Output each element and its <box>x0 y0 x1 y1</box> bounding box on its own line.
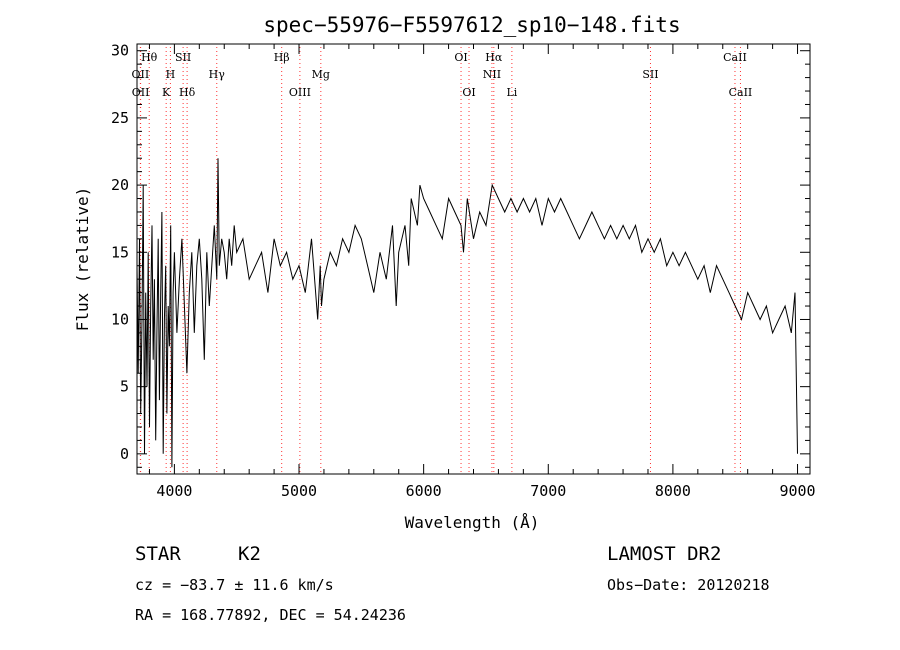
y-tick-label: 5 <box>120 378 129 396</box>
spectral-line-label: CaII <box>723 51 747 64</box>
spectral-line-label: Hθ <box>141 51 158 64</box>
spectral-line-markers <box>139 47 741 472</box>
axis-ticks <box>137 44 810 474</box>
y-tick-label: 0 <box>120 445 129 463</box>
object-class: STAR <box>135 543 181 565</box>
spectral-line-label: OII <box>132 68 150 81</box>
spectral-line-label: SII <box>642 68 658 81</box>
x-tick-label: 9000 <box>779 482 815 500</box>
y-tick-label: 10 <box>111 310 129 328</box>
y-axis-label: Flux (relative) <box>73 187 92 332</box>
x-tick-label: 4000 <box>156 482 192 500</box>
x-tick-label: 6000 <box>406 482 442 500</box>
spectral-line-label: Hα <box>485 51 503 64</box>
chart-title: spec−55976−F5597612_sp10−148.fits <box>263 13 680 37</box>
spectral-line-label: Hδ <box>179 86 196 99</box>
spectral-line-label: OII <box>132 86 150 99</box>
spectral-line-label: K <box>162 86 171 99</box>
spectral-line-label: H <box>166 68 176 81</box>
survey-name: LAMOST DR2 <box>607 543 721 565</box>
spectral-line-label: Hβ <box>274 51 290 64</box>
spectral-line-label: NII <box>483 68 501 81</box>
plot-frame <box>136 43 811 475</box>
x-tick-label: 7000 <box>530 482 566 500</box>
y-tick-label: 15 <box>111 243 129 261</box>
y-tick-label: 25 <box>111 109 129 127</box>
spectral-line-label: Li <box>506 86 517 99</box>
x-tick-label: 8000 <box>655 482 691 500</box>
x-tick-label: 5000 <box>281 482 317 500</box>
observation-date: Obs−Date: 20120218 <box>607 576 770 594</box>
spectral-line-label: SII <box>175 51 191 64</box>
spectral-line-label: Hγ <box>209 68 226 81</box>
spectral-line-label: OIII <box>289 86 311 99</box>
y-tick-label: 20 <box>111 176 129 194</box>
redshift-cz: cz = −83.7 ± 11.6 km/s <box>135 576 334 594</box>
spectral-line-label: Mg <box>312 68 330 81</box>
x-axis-label: Wavelength (Å) <box>405 513 540 532</box>
coordinates: RA = 168.77892, DEC = 54.24236 <box>135 606 406 624</box>
spectral-line-label: OI <box>462 86 475 99</box>
y-tick-label: 30 <box>111 42 129 60</box>
spectral-line-label: OI <box>454 51 467 64</box>
axis-tick-labels: 4000 5000 6000 7000 8000 9000 0 5 10 15 20 25 30 <box>111 42 816 500</box>
spectrum-series-line <box>136 158 798 468</box>
object-subclass: K2 <box>238 543 261 565</box>
spectral-line-label: CaII <box>729 86 753 99</box>
